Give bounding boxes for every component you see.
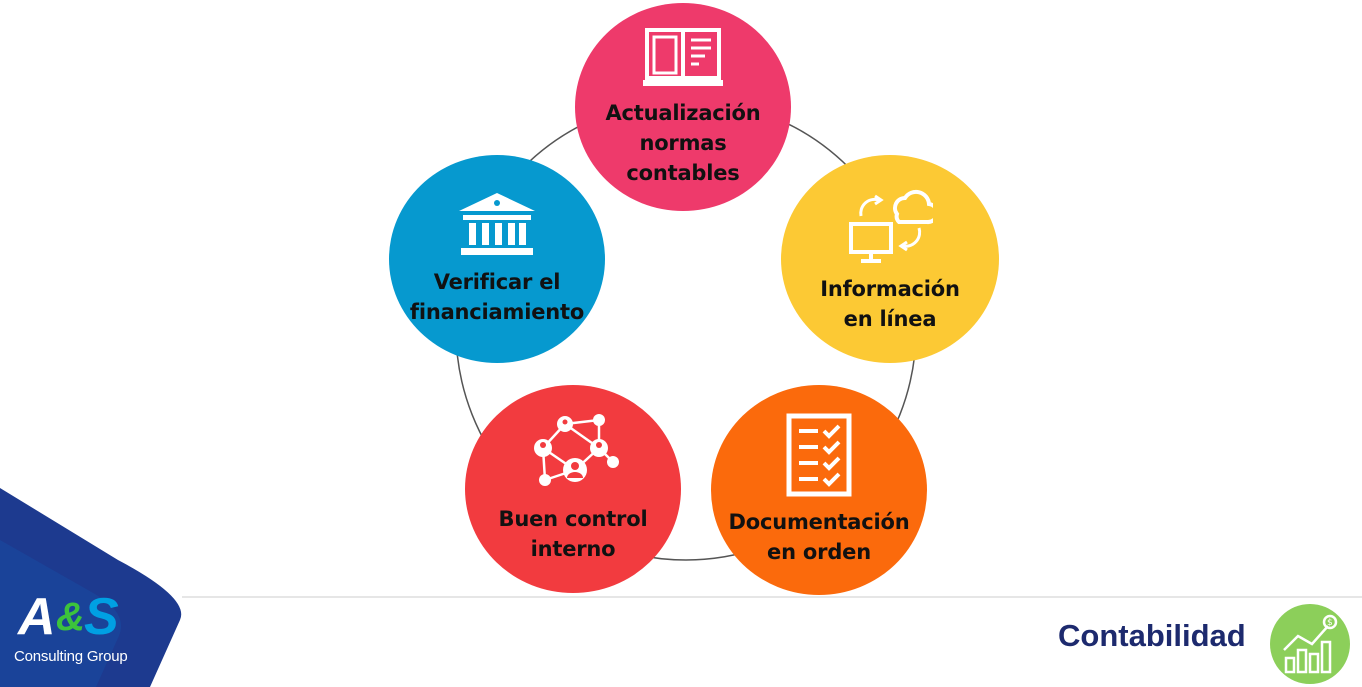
node-accounting-standards: Actualización normas contables [575,3,791,211]
svg-text:S: S [84,588,119,646]
node-label: Actualización normas contables [605,101,761,185]
footer-divider [182,596,1362,598]
node-label: Buen control interno [498,507,648,561]
cloud-sync-icon [849,189,933,263]
svg-text:A: A [16,588,56,646]
brand-subtitle: Consulting Group [14,648,128,665]
svg-text:&: & [56,595,85,639]
node-verify-financing: Verificar el financiamiento [389,155,605,363]
node-documentation: Documentación en orden [711,385,927,595]
node-label: Verificar el financiamiento [409,270,585,324]
checklist-icon [786,413,852,497]
node-label: Documentación en orden [728,510,910,564]
section-title: Contabilidad [1058,618,1246,653]
node-internal-control: Buen control interno [465,385,681,593]
node-online-information: Información en línea [781,155,999,363]
company-logo: A & S [0,488,182,687]
bank-icon [459,193,535,255]
svg-text:$: $ [1327,618,1333,628]
book-icon [643,28,723,86]
growth-chart-icon: $ [1270,604,1350,684]
network-people-icon [534,414,619,486]
node-label: Información en línea [820,277,960,331]
